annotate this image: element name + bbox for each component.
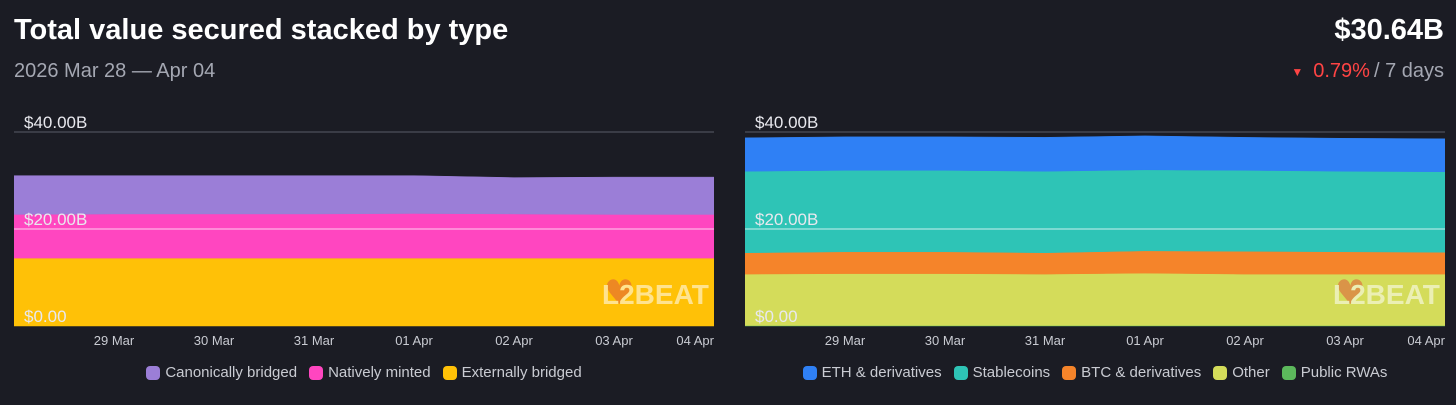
legend-item-public-rwas[interactable]: Public RWAs — [1281, 364, 1388, 381]
x-tick-label: 30 Mar — [925, 333, 966, 348]
chart-panel-by-bridge-type: $0.00 $20.00B $40.00B 29 Mar 30 Mar 31 Mar 01 … — [14, 108, 714, 398]
heart-icon: ♥ — [604, 273, 634, 313]
x-tick-label: 03 Apr — [595, 333, 633, 348]
watermark-text: L2BEAT — [602, 279, 709, 310]
x-tick-label: 29 Mar — [825, 333, 866, 348]
legend-swatch — [1062, 365, 1077, 380]
change-percent: 0.79% — [1313, 60, 1370, 82]
legend-label: ETH & derivatives — [821, 364, 942, 381]
y-tick-label: $40.00B — [24, 113, 87, 132]
y-tick-label: $20.00B — [755, 210, 818, 229]
x-tick-label: 29 Mar — [94, 333, 135, 348]
legend-swatch — [953, 365, 968, 380]
x-tick-label: 04 Apr — [676, 333, 714, 348]
x-tick-label: 01 Apr — [1126, 333, 1164, 348]
chart-title: Total value secured stacked by type — [14, 14, 509, 46]
legend-item-eth-and-derivatives[interactable]: ETH & derivatives — [802, 364, 942, 381]
x-tick-label: 02 Apr — [495, 333, 533, 348]
stacked-area-chart-asset-type: $0.00 $20.00B $40.00B 29 Mar 30 Mar 31 Mar 01 … — [745, 113, 1445, 348]
y-tick-label: $0.00 — [24, 307, 67, 326]
total-value: $30.64B — [1334, 14, 1444, 46]
legend-label: Other — [1232, 364, 1270, 381]
legend-item-canonically-bridged[interactable]: Canonically bridged — [146, 364, 297, 381]
y-tick-label: $40.00B — [755, 113, 818, 132]
chart-panel-by-asset-type: $0.00 $20.00B $40.00B 29 Mar 30 Mar 31 Mar 01 … — [745, 108, 1445, 398]
legend-item-natively-minted[interactable]: Natively minted — [309, 364, 431, 381]
legend-item-stablecoins[interactable]: Stablecoins — [953, 364, 1051, 381]
x-tick-label: 02 Apr — [1226, 333, 1264, 348]
legend-item-btc-and-derivatives[interactable]: BTC & derivatives — [1062, 364, 1201, 381]
x-tick-label: 03 Apr — [1326, 333, 1364, 348]
watermark-text: L2BEAT — [1333, 279, 1440, 310]
legend-item-other[interactable]: Other — [1213, 364, 1270, 381]
x-tick-label: 01 Apr — [395, 333, 433, 348]
change-period: / 7 days — [1373, 60, 1444, 82]
legend-label: Stablecoins — [972, 364, 1051, 381]
series-area-eth-and-derivatives[interactable] — [745, 135, 1445, 173]
legend-label: Canonically bridged — [165, 364, 298, 381]
legend-swatch — [442, 365, 457, 380]
heart-icon: ♥ — [1335, 273, 1365, 313]
legend-label: Public RWAs — [1300, 364, 1388, 381]
legend-label: BTC & derivatives — [1081, 364, 1202, 381]
legend-asset-type: ETH & derivatives Stablecoins BTC & deriva… — [745, 364, 1445, 381]
l2beat-logo: ♥L2BEAT — [1333, 273, 1440, 313]
series-area-stablecoins[interactable] — [745, 169, 1445, 254]
legend-swatch — [802, 365, 817, 380]
legend-label: Natively minted — [328, 364, 431, 381]
change-summary: ▼ 0.79% / 7 days — [1291, 60, 1444, 83]
legend-swatch — [1281, 365, 1296, 380]
legend-item-externally-bridged[interactable]: Externally bridged — [442, 364, 582, 381]
legend-bridge-type: Canonically bridged Natively minted Extern… — [14, 364, 714, 381]
date-range: 2026 Mar 28 — Apr 04 — [14, 60, 216, 82]
legend-label: Externally bridged — [461, 364, 582, 381]
y-tick-label: $0.00 — [755, 307, 798, 326]
x-tick-label: 04 Apr — [1407, 333, 1445, 348]
legend-swatch — [146, 365, 161, 380]
triangle-down-icon: ▼ — [1291, 64, 1304, 79]
legend-swatch — [309, 365, 324, 380]
y-tick-label: $20.00B — [24, 210, 87, 229]
x-tick-label: 31 Mar — [294, 333, 335, 348]
series-area-natively-minted[interactable] — [14, 213, 714, 259]
series-area-canonically-bridged[interactable] — [14, 175, 714, 215]
series-area-btc-and-derivatives[interactable] — [745, 250, 1445, 275]
x-tick-label: 31 Mar — [1025, 333, 1066, 348]
l2beat-logo: ♥L2BEAT — [602, 273, 709, 313]
x-tick-label: 30 Mar — [194, 333, 235, 348]
stacked-area-chart-bridge-type: $0.00 $20.00B $40.00B 29 Mar 30 Mar 31 Mar 01 … — [14, 113, 714, 348]
legend-swatch — [1213, 365, 1228, 380]
